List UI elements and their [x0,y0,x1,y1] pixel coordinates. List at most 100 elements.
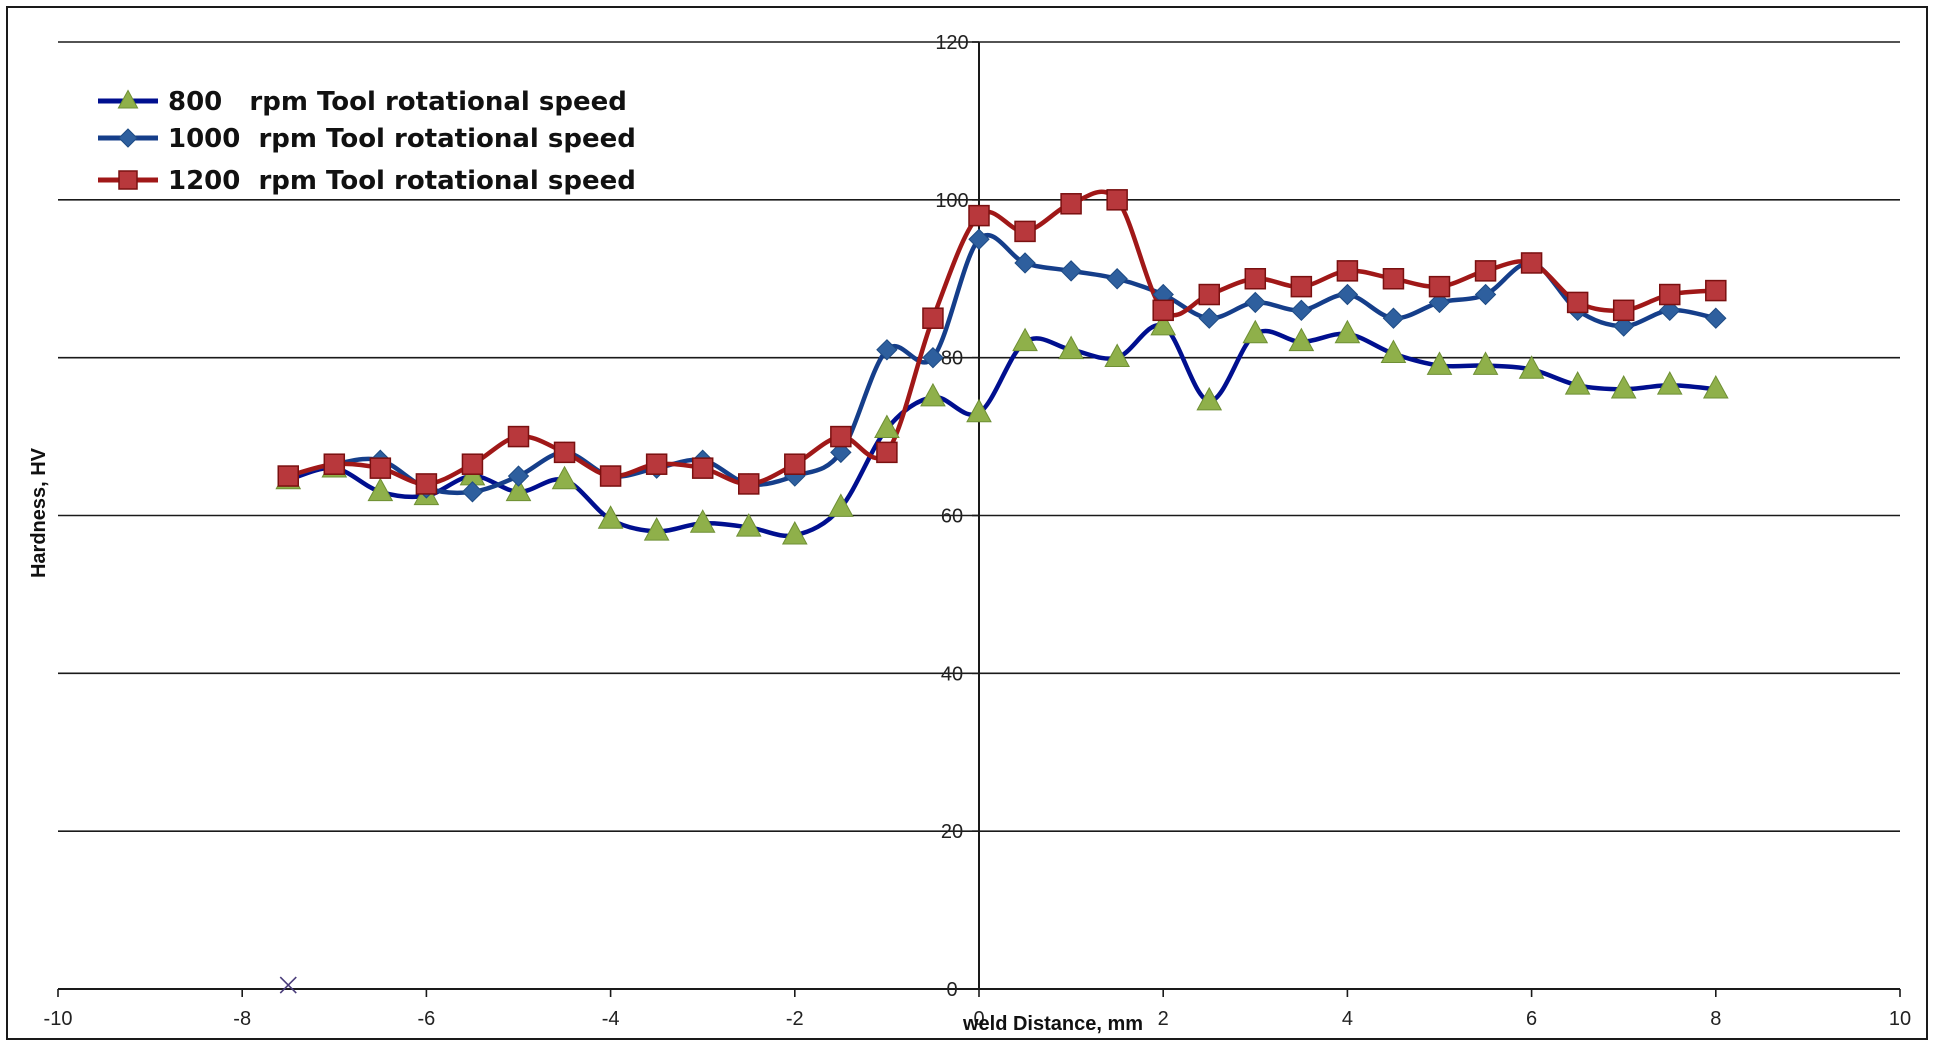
data-point-square [1290,275,1313,298]
x-tick-label: 2 [1158,1008,1169,1030]
x-tick-label: 4 [1342,1008,1353,1030]
data-point-triangle [1058,335,1084,360]
data-point-triangle [1610,374,1637,399]
data-point-triangle [1012,327,1038,352]
data-point-triangle [1380,339,1407,364]
legend-swatch-marker [118,170,138,190]
data-point-square [738,473,760,495]
data-point-triangle [1150,311,1177,336]
data-point-triangle [966,398,992,423]
data-point-diamond [1014,252,1036,274]
y-tick-label: 80 [941,348,963,370]
data-point-diamond [1198,307,1220,329]
data-point-diamond [1106,268,1128,290]
x-tick-label: -2 [786,1008,804,1030]
series-markers [275,189,1729,994]
data-point-diamond [922,346,944,369]
data-point-diamond [1244,291,1267,314]
data-point-triangle [505,477,532,502]
x-tick-label: -8 [233,1008,251,1030]
y-tick-label: 60 [941,506,963,528]
x-tick-label: 0 [973,1008,984,1030]
data-point-diamond [1474,283,1497,306]
data-point-square [1152,299,1174,322]
stray-x-marker [279,976,297,994]
data-point-triangle [551,465,578,490]
data-point-triangle [1702,374,1729,399]
data-point-square [1520,252,1543,274]
data-point-square [830,425,852,448]
data-point-diamond [1428,291,1451,314]
data-point-square [323,453,346,475]
data-point-square [369,457,392,479]
data-point-triangle [1196,386,1223,411]
y-tick-label: 20 [941,821,963,843]
x-tick-label: -6 [418,1008,436,1030]
data-point-triangle [1564,371,1591,395]
data-point-triangle [920,382,946,407]
data-point-square [1428,275,1451,298]
x-tick-label: -4 [602,1008,620,1030]
legend-label: 1200 rpm Tool rotational speed [168,166,636,196]
data-point-square [415,473,438,495]
series-line-square [287,189,1716,487]
data-point-square [553,441,576,464]
data-point-triangle [828,493,854,517]
y-tick-label: 100 [935,190,968,212]
data-point-triangle [1104,343,1130,367]
data-point-square [691,457,714,479]
data-point-square [461,453,484,475]
axes [57,41,1901,997]
data-point-diamond [461,481,484,503]
y-tick-label: 0 [946,979,957,1001]
data-point-diamond [876,339,898,361]
data-point-square [922,307,944,329]
data-point-triangle [367,477,394,502]
data-point-diamond [1612,315,1635,337]
x-tick-label: 6 [1526,1008,1537,1030]
legend: 800 rpm Tool rotational speed 1000 rpm To… [98,87,636,196]
y-tick-label: 40 [941,663,963,685]
data-point-triangle [1426,351,1453,375]
data-point-diamond [1659,299,1681,322]
legend-swatch-marker [118,128,138,148]
data-point-triangle [1242,319,1269,344]
x-tick-label: -10 [44,1008,73,1030]
data-point-triangle [1472,351,1499,375]
data-point-square [1198,283,1220,306]
x-tick-label: 10 [1889,1008,1911,1030]
legend-label: 1000 rpm Tool rotational speed [168,124,636,154]
data-point-square [1336,260,1359,282]
data-point-square [1705,279,1727,302]
data-point-triangle [735,513,762,537]
data-point-square [1106,189,1128,211]
y-tick-label: 120 [935,32,968,54]
data-point-diamond [1290,299,1313,322]
data-point-square [1612,299,1635,322]
chart-frame: -10 -8 -6 -4 -2 0 2 4 6 8 10 0 20 40 60 80 100 120 Hardne… [6,6,1928,1040]
data-point-square [277,465,299,487]
data-point-diamond [1705,307,1727,329]
legend-swatch-marker [117,89,139,109]
data-point-triangle [1518,355,1545,379]
data-point-square [1566,291,1589,314]
data-point-square [599,465,622,487]
series-line-triangle [287,322,1717,539]
data-point-triangle [1334,319,1361,344]
data-point-square [968,204,990,227]
data-point-square [1014,220,1036,243]
y-axis-title: Hardness, HV [28,447,50,578]
data-point-triangle [781,520,808,545]
data-point-triangle [1288,327,1315,352]
data-point-triangle [643,517,670,541]
data-point-triangle [1656,371,1683,395]
data-point-square [876,441,898,464]
data-point-diamond [1060,260,1082,282]
data-point-square [1244,268,1267,290]
data-point-diamond [968,228,990,250]
x-tick-label: 8 [1710,1008,1721,1030]
data-point-diamond [507,465,530,487]
data-point-square [1060,193,1082,215]
data-point-square [645,453,668,475]
